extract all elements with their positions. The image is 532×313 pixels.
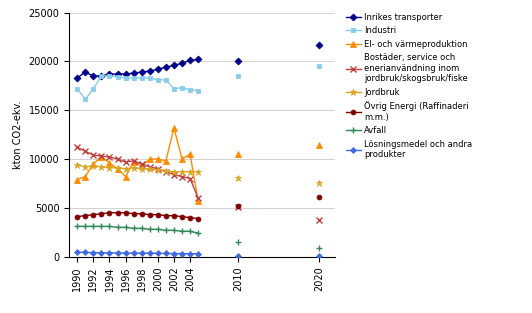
Y-axis label: kton CO2-ekv.: kton CO2-ekv. xyxy=(13,100,23,169)
Legend: Inrikes transporter, Industri, El- och värmeproduktion, Bostäder, service och
en: Inrikes transporter, Industri, El- och v… xyxy=(346,13,472,159)
